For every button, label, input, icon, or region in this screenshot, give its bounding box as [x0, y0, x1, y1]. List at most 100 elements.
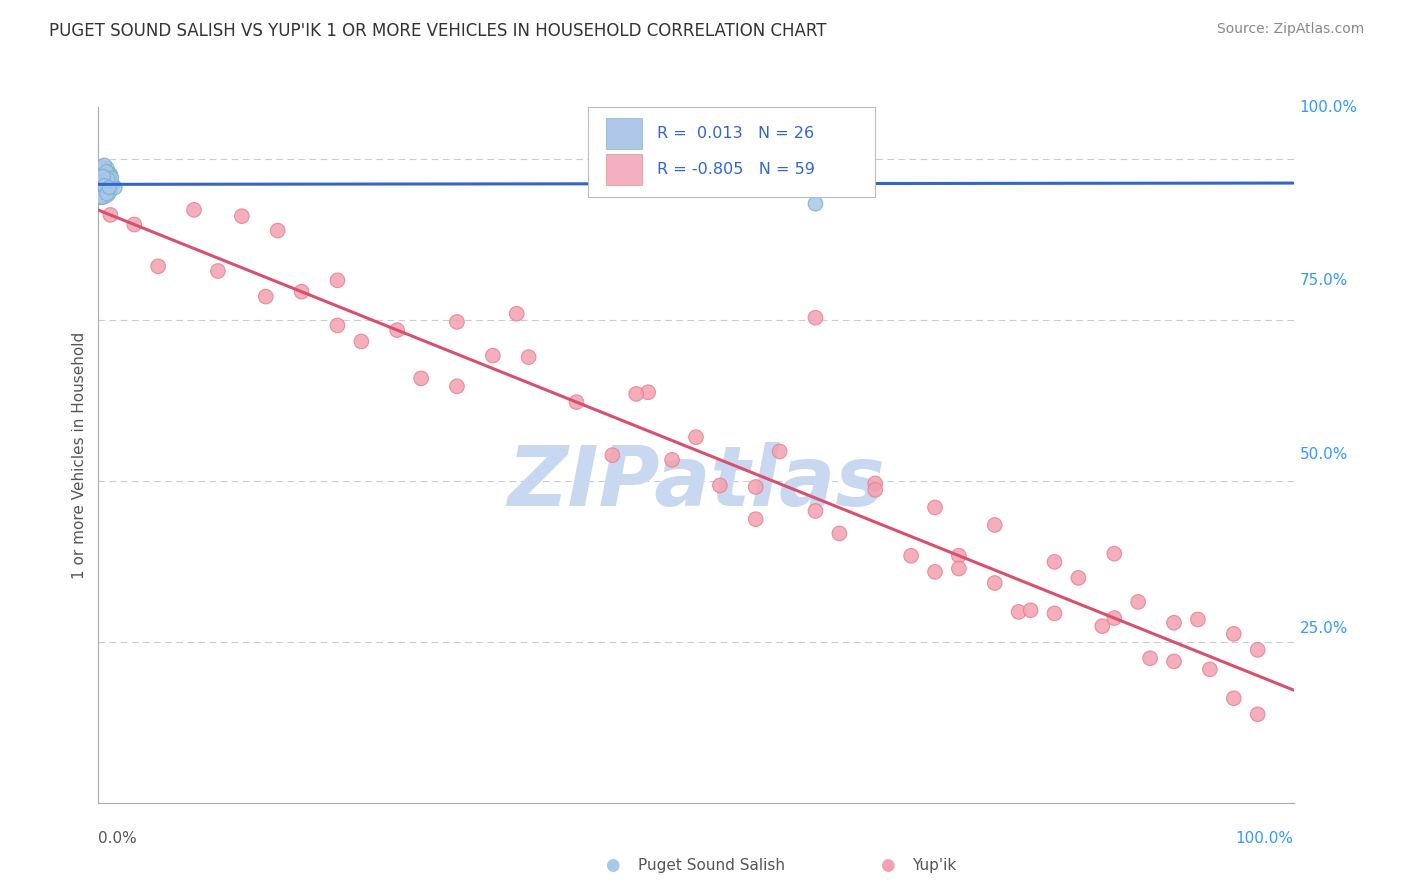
Point — [745, 480, 768, 494]
Point — [290, 285, 312, 299]
Point — [98, 168, 122, 182]
Point — [91, 190, 114, 204]
Bar — [606, 154, 643, 186]
Point — [91, 174, 114, 188]
Point — [100, 170, 122, 185]
Point — [148, 260, 170, 274]
Point — [231, 209, 253, 223]
Point — [1067, 571, 1090, 585]
Point — [93, 178, 115, 193]
Point — [446, 379, 468, 393]
Text: R =  0.013   N = 26: R = 0.013 N = 26 — [657, 126, 814, 141]
Text: 0.0%: 0.0% — [98, 830, 138, 846]
Point — [326, 273, 349, 287]
Point — [1163, 615, 1185, 630]
Point — [1222, 691, 1246, 706]
Point — [1019, 603, 1042, 617]
Text: 75.0%: 75.0% — [1299, 274, 1348, 288]
Point — [863, 476, 886, 491]
Point — [183, 202, 205, 217]
Point — [1091, 619, 1114, 633]
Point — [326, 318, 349, 333]
Point — [983, 576, 1005, 591]
Text: 100.0%: 100.0% — [1236, 830, 1294, 846]
Point — [1163, 654, 1185, 668]
Point — [97, 170, 120, 185]
Point — [1246, 643, 1268, 657]
Point — [98, 168, 121, 182]
Point — [709, 478, 731, 492]
Text: 50.0%: 50.0% — [1299, 448, 1348, 462]
FancyBboxPatch shape — [588, 107, 875, 197]
Point — [446, 315, 468, 329]
Text: ●: ● — [605, 856, 620, 874]
Point — [124, 218, 146, 232]
Point — [93, 164, 115, 178]
Point — [804, 504, 827, 518]
Point — [517, 350, 540, 364]
Point — [94, 184, 117, 198]
Point — [1246, 707, 1268, 722]
Point — [1043, 607, 1066, 621]
Text: 100.0%: 100.0% — [1299, 100, 1358, 114]
Point — [983, 518, 1005, 533]
Point — [104, 180, 127, 194]
Text: 25.0%: 25.0% — [1299, 622, 1348, 636]
Point — [828, 526, 851, 541]
Text: PUGET SOUND SALISH VS YUP'IK 1 OR MORE VEHICLES IN HOUSEHOLD CORRELATION CHART: PUGET SOUND SALISH VS YUP'IK 1 OR MORE V… — [49, 22, 827, 40]
Point — [768, 444, 790, 458]
Point — [91, 169, 114, 184]
Point — [97, 168, 120, 182]
Point — [685, 430, 707, 444]
Point — [254, 290, 277, 304]
Point — [1187, 612, 1209, 626]
Point — [1102, 547, 1125, 561]
Point — [1007, 605, 1029, 619]
Point — [804, 196, 827, 211]
Point — [97, 172, 120, 186]
Point — [1043, 555, 1066, 569]
Point — [624, 387, 647, 401]
Point — [385, 323, 409, 337]
Point — [90, 180, 112, 194]
Text: ZIPatlas: ZIPatlas — [508, 442, 884, 524]
Point — [506, 307, 529, 321]
Point — [565, 395, 588, 409]
Point — [98, 208, 122, 222]
Text: Yup'ik: Yup'ik — [912, 858, 956, 872]
Point — [411, 371, 433, 385]
Point — [96, 161, 118, 176]
Point — [948, 561, 970, 575]
Point — [948, 549, 970, 563]
Point — [98, 180, 121, 194]
Point — [93, 158, 115, 172]
Point — [863, 483, 886, 497]
Text: R = -0.805   N = 59: R = -0.805 N = 59 — [657, 162, 814, 178]
Text: ●: ● — [880, 856, 894, 874]
Point — [1139, 651, 1161, 665]
Point — [1198, 662, 1220, 676]
Point — [96, 164, 118, 178]
Point — [924, 500, 946, 515]
Point — [101, 178, 124, 192]
Point — [1222, 627, 1246, 641]
Y-axis label: 1 or more Vehicles in Household: 1 or more Vehicles in Household — [72, 331, 87, 579]
Point — [350, 334, 373, 349]
Point — [804, 310, 827, 325]
Point — [924, 565, 946, 579]
Point — [96, 187, 118, 202]
Point — [207, 264, 229, 278]
Point — [98, 174, 122, 188]
Point — [94, 178, 117, 192]
Point — [661, 452, 683, 467]
Point — [267, 223, 290, 237]
Text: Source: ZipAtlas.com: Source: ZipAtlas.com — [1216, 22, 1364, 37]
Point — [481, 349, 505, 363]
Point — [1102, 611, 1125, 625]
Text: Puget Sound Salish: Puget Sound Salish — [638, 858, 785, 872]
Point — [1128, 595, 1150, 609]
Point — [91, 161, 114, 176]
Point — [637, 385, 659, 400]
Point — [900, 549, 922, 563]
Bar — [606, 118, 643, 149]
